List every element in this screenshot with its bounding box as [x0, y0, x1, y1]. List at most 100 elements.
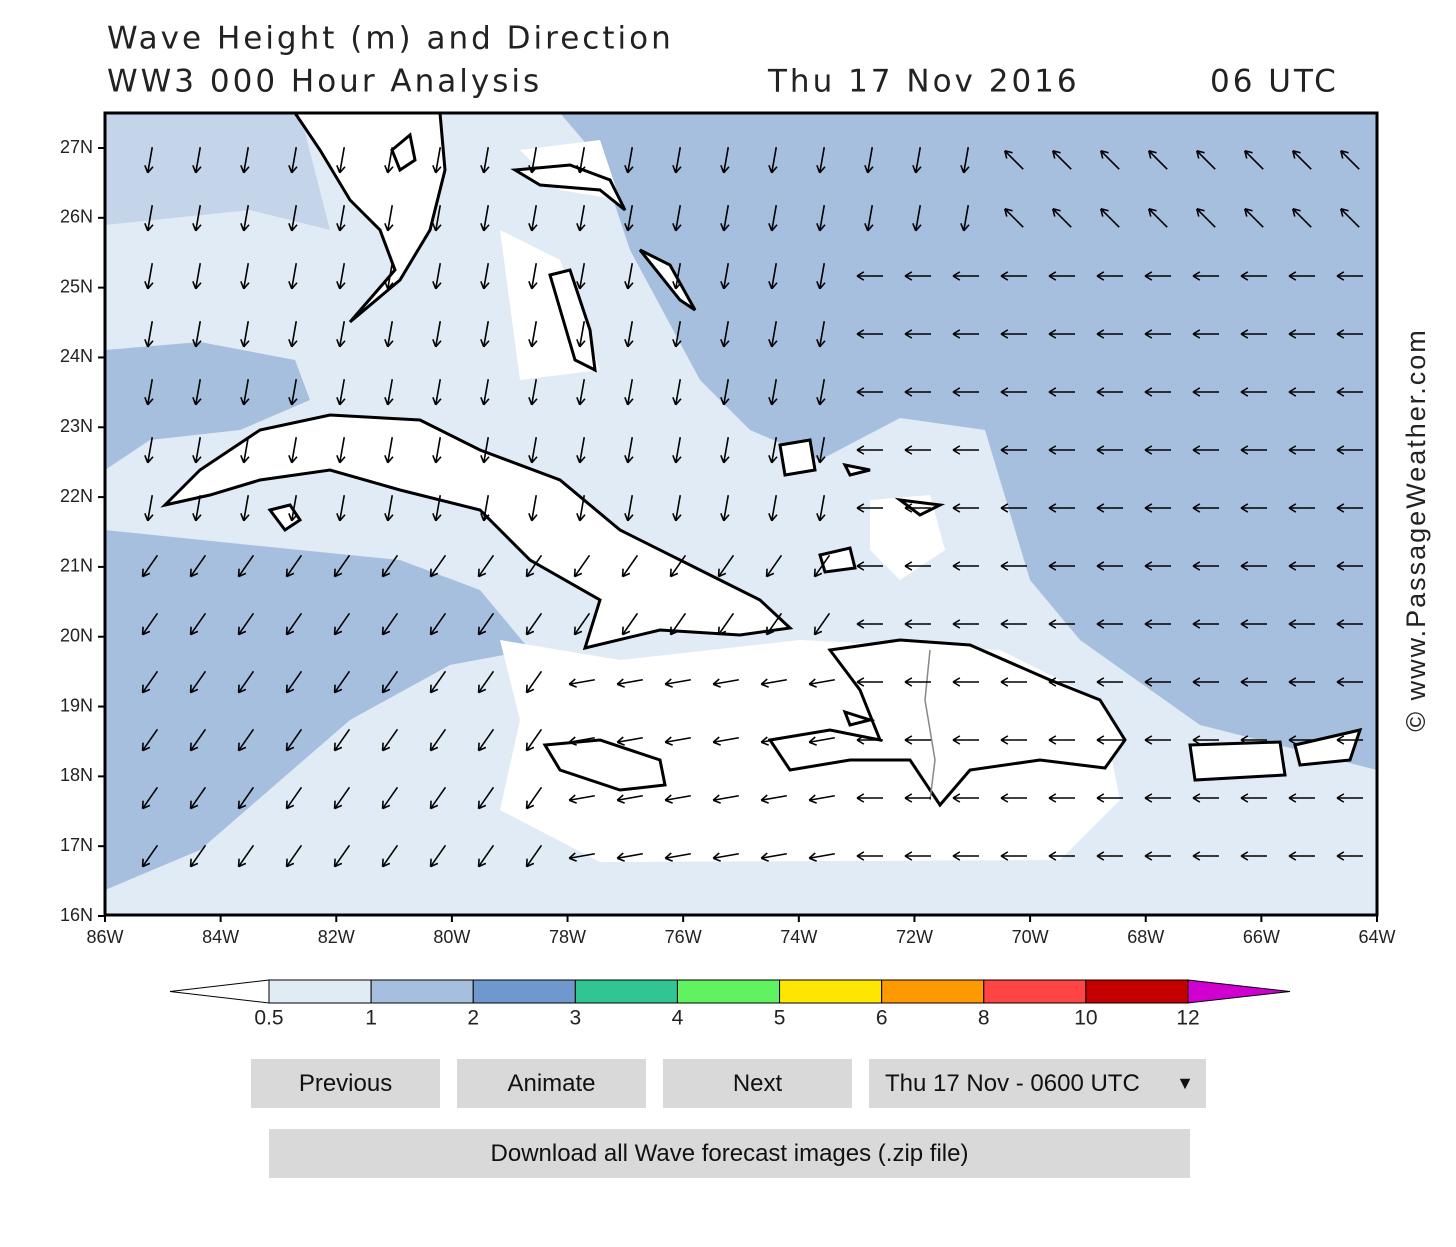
- wave-arrow: [856, 445, 883, 455]
- sea-band: [105, 342, 310, 470]
- title: Wave Height (m) and Direction: [107, 21, 674, 57]
- wave-arrow: [712, 678, 739, 688]
- wave-arrow: [525, 612, 543, 636]
- wave-arrow: [816, 495, 826, 522]
- wave-arrow: [192, 263, 202, 290]
- wave-arrow: [528, 263, 538, 290]
- wave-arrow: [1340, 208, 1360, 228]
- wave-arrow: [240, 321, 250, 348]
- animate-button[interactable]: Animate: [457, 1059, 646, 1108]
- wave-arrow: [1000, 619, 1027, 629]
- wave-arrow: [573, 612, 591, 636]
- wave-arrow: [1288, 735, 1315, 745]
- wave-arrow: [1096, 387, 1123, 397]
- wave-arrow: [381, 728, 399, 752]
- wave-arrow: [189, 670, 207, 694]
- wave-arrow: [144, 321, 154, 348]
- wave-arrow: [664, 678, 691, 688]
- lon-label: 70W: [1012, 927, 1049, 947]
- wave-arrow: [1096, 793, 1123, 803]
- wave-arrow: [432, 321, 442, 348]
- wave-arrow: [525, 554, 543, 578]
- wave-arrow: [856, 271, 883, 281]
- wave-arrow: [237, 786, 255, 810]
- previous-button[interactable]: Previous: [251, 1059, 440, 1108]
- wave-arrow: [904, 329, 931, 339]
- wave-arrow: [856, 619, 883, 629]
- wave-arrow: [432, 263, 442, 290]
- wave-arrow: [720, 263, 730, 290]
- wave-arrow: [960, 205, 970, 232]
- wave-arrow: [141, 554, 159, 578]
- legend-label: 1: [365, 1007, 377, 1030]
- wave-arrow: [1336, 677, 1363, 687]
- lon-label: 64W: [1358, 927, 1395, 947]
- wave-arrow: [621, 612, 639, 636]
- wave-arrow: [288, 379, 298, 406]
- wave-arrow: [952, 271, 979, 281]
- next-button[interactable]: Next: [663, 1059, 852, 1108]
- wave-arrow: [333, 670, 351, 694]
- wave-arrow: [576, 263, 586, 290]
- legend-label: 5: [774, 1007, 786, 1030]
- wave-arrow: [336, 147, 346, 174]
- legend-swatch: [676, 979, 781, 1004]
- wave-arrow: [1336, 735, 1363, 745]
- wave-arrow: [525, 786, 543, 810]
- lat-label: 16N: [60, 905, 93, 925]
- time-select[interactable]: Thu 17 Nov - 0600 UTC ▼: [869, 1059, 1206, 1108]
- wave-arrow: [816, 437, 826, 464]
- lat-label: 21N: [60, 556, 93, 576]
- wave-arrow: [568, 852, 595, 862]
- sea-band: [105, 530, 530, 890]
- coastlines: [160, 111, 1363, 808]
- wave-arrow: [240, 437, 250, 464]
- download-button[interactable]: Download all Wave forecast images (.zip …: [269, 1129, 1190, 1178]
- lon-label: 80W: [433, 927, 470, 947]
- wave-arrow: [192, 379, 202, 406]
- wave-arrow: [528, 147, 538, 174]
- wave-arrow: [429, 728, 447, 752]
- wave-arrow: [768, 321, 778, 348]
- wave-arrow: [768, 147, 778, 174]
- wave-arrow: [760, 794, 787, 804]
- wave-arrow: [240, 147, 250, 174]
- wave-arrow: [904, 793, 931, 803]
- wave-arrow: [1288, 677, 1315, 687]
- wave-arrow: [1048, 851, 1075, 861]
- legend-label: 3: [569, 1007, 581, 1030]
- wave-arrow: [477, 844, 495, 868]
- wave-arrow: [816, 263, 826, 290]
- wave-arrow: [1000, 561, 1027, 571]
- wave-arrow: [1240, 735, 1267, 745]
- wave-arrow: [808, 678, 835, 688]
- wave-arrow: [1148, 208, 1168, 228]
- wave-arrow: [1336, 329, 1363, 339]
- lon-label: 72W: [896, 927, 933, 947]
- wave-arrow: [720, 321, 730, 348]
- wave-arrow: [1096, 619, 1123, 629]
- wave-arrow: [624, 147, 634, 174]
- wave-arrow: [864, 205, 874, 232]
- legend-swatch: [779, 979, 883, 1004]
- wave-arrow: [1288, 561, 1315, 571]
- wave-arrow: [381, 554, 399, 578]
- lat-axis: 27N 26N 25N 24N 23N 22N 21N 20N 19N 18N 17N 16N: [60, 137, 105, 925]
- legend-swatch: [983, 979, 1087, 1004]
- wave-arrow: [192, 147, 202, 174]
- wave-arrow: [333, 786, 351, 810]
- wave-arrow: [952, 503, 979, 513]
- map-area: [103, 111, 1379, 917]
- wave-arrow: [1288, 329, 1315, 339]
- wave-arrow: [1048, 793, 1075, 803]
- wave-arrow: [1144, 619, 1171, 629]
- wave-arrow: [1096, 677, 1123, 687]
- wave-arrow: [624, 321, 634, 348]
- wave-arrow: [528, 321, 538, 348]
- wave-arrow: [765, 612, 783, 636]
- wave-arrow: [808, 794, 835, 804]
- wave-arrow: [1240, 445, 1267, 455]
- legend-swatch: [472, 979, 576, 1004]
- wave-arrow: [528, 205, 538, 232]
- wave-arrow: [952, 677, 979, 687]
